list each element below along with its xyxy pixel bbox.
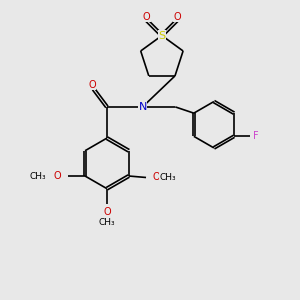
Text: CH₃: CH₃ [99, 218, 115, 227]
Text: O: O [54, 171, 61, 181]
Text: CH₃: CH₃ [159, 173, 176, 182]
Text: O: O [142, 11, 150, 22]
Text: S: S [158, 31, 166, 40]
Text: CH₃: CH₃ [30, 172, 46, 181]
Text: O: O [173, 11, 181, 22]
Text: O: O [153, 172, 160, 182]
Text: O: O [103, 207, 111, 218]
Text: N: N [138, 102, 147, 112]
Text: O: O [88, 80, 96, 90]
Text: F: F [253, 131, 259, 141]
